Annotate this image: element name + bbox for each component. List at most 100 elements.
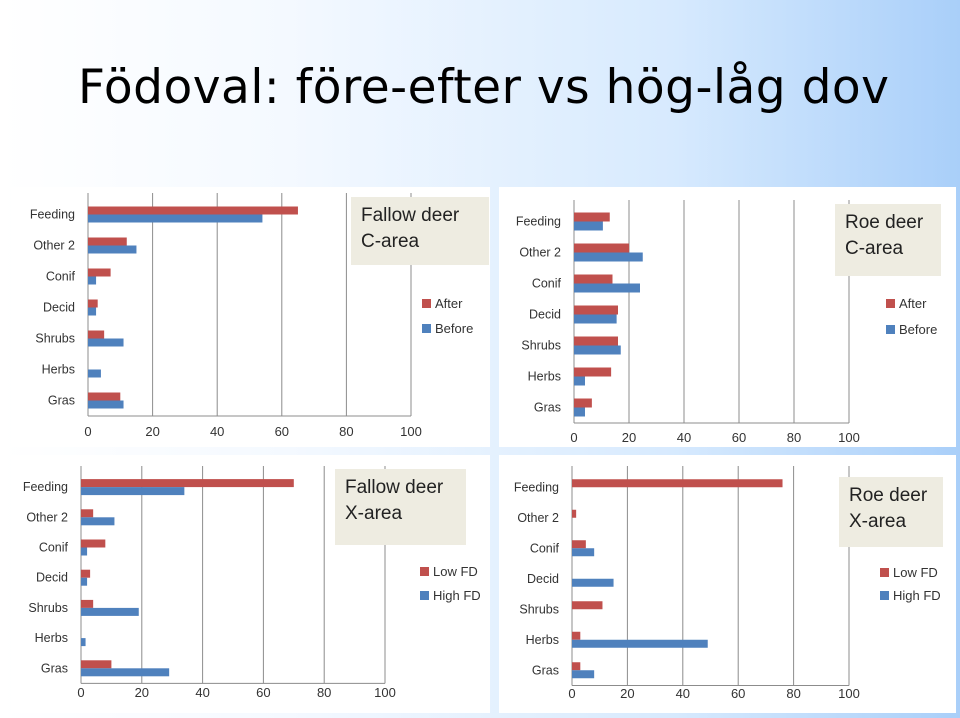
bar-high-fd-herbs: [572, 639, 708, 648]
chart-title-line: Fallow deer: [361, 205, 460, 226]
category-label-conif: Conif: [530, 541, 560, 555]
x-tick-label: 40: [676, 686, 690, 701]
bar-low-fd-herbs: [572, 631, 581, 640]
bar-before-shrubs: [88, 338, 124, 347]
category-label-decid: Decid: [43, 301, 75, 315]
category-label-shrubs: Shrubs: [519, 602, 559, 616]
chart-title-line: X-area: [345, 503, 402, 524]
bar-before-decid: [574, 314, 617, 324]
x-tick-label: 60: [256, 685, 270, 700]
bar-before-herbs: [88, 369, 101, 378]
legend-swatch-high-fd: [880, 591, 889, 600]
chart-title-line: C-area: [361, 231, 420, 252]
bar-before-feeding: [88, 214, 263, 223]
category-label-herbs: Herbs: [42, 363, 75, 377]
chart-title-line: Roe deer: [845, 212, 924, 233]
chart-title-box: [351, 197, 489, 265]
legend-swatch-before: [886, 325, 895, 334]
x-tick-label: 40: [210, 424, 224, 439]
bar-after-other-2: [88, 237, 127, 246]
bar-before-herbs: [574, 376, 585, 386]
category-label-decid: Decid: [36, 571, 68, 585]
category-label-shrubs: Shrubs: [521, 339, 561, 353]
chart-svg-fallow-x: 0 20 40 60 80 100 Feeding Other 2 Conif Decid Shru…: [23, 466, 481, 700]
category-label-feeding: Feeding: [30, 208, 75, 222]
bar-high-fd-conif: [572, 548, 595, 557]
x-tick-label: 20: [622, 430, 636, 445]
legend-label-before: Before: [899, 322, 937, 337]
x-tick-label: 100: [374, 685, 396, 700]
chart-svg-roe-c: 0 20 40 60 80 100 Feeding Other 2 Conif Decid Shru…: [516, 200, 941, 445]
bar-before-gras: [88, 400, 124, 409]
chart-panel-fallow-x: 0 20 40 60 80 100 Feeding Other 2 Conif Decid Shru…: [11, 455, 490, 713]
bar-low-fd-other-2: [81, 509, 94, 518]
x-tick-label: 60: [731, 686, 745, 701]
bar-before-other-2: [574, 252, 643, 262]
bar-after-other-2: [574, 243, 629, 253]
bar-after-herbs: [574, 367, 612, 377]
bar-after-shrubs: [574, 336, 618, 346]
chart-svg-fallow-c: 0 20 40 60 80 100 Feeding Other 2 Conif Decid Shru…: [30, 193, 489, 439]
bar-after-conif: [88, 268, 111, 277]
bar-high-fd-gras: [572, 670, 595, 679]
chart-panel-fallow-c: 0 20 40 60 80 100 Feeding Other 2 Conif Decid Shru…: [11, 187, 490, 447]
x-tick-label: 60: [275, 424, 289, 439]
bar-low-fd-gras: [81, 660, 112, 669]
bar-low-fd-other-2: [572, 509, 577, 518]
category-label-herbs: Herbs: [528, 370, 561, 384]
bar-high-fd-feeding: [81, 487, 185, 496]
bar-low-fd-feeding: [572, 479, 783, 488]
legend-label-low-fd: Low FD: [893, 565, 938, 580]
x-tick-label: 100: [838, 430, 860, 445]
bar-low-fd-gras: [572, 662, 581, 671]
bar-after-feeding: [88, 206, 298, 215]
legend-label-after: After: [435, 296, 463, 311]
x-tick-label: 100: [838, 686, 860, 701]
x-tick-label: 80: [786, 686, 800, 701]
x-tick-label: 40: [677, 430, 691, 445]
bar-after-shrubs: [88, 330, 105, 339]
legend-swatch-low-fd: [420, 567, 429, 576]
x-tick-label: 80: [787, 430, 801, 445]
legend-swatch-after: [886, 299, 895, 308]
legend-swatch-before: [422, 324, 431, 333]
bar-low-fd-feeding: [81, 479, 294, 488]
bar-before-other-2: [88, 245, 137, 254]
chart-title-box: [839, 477, 943, 547]
category-label-herbs: Herbs: [35, 631, 68, 645]
chart-panel-roe-x: 0 20 40 60 80 100 Feeding Other 2 Conif Decid Shru…: [499, 455, 956, 713]
x-tick-label: 20: [620, 686, 634, 701]
chart-title-line: Fallow deer: [345, 477, 444, 498]
category-label-other-2: Other 2: [26, 510, 68, 524]
category-label-herbs: Herbs: [526, 633, 559, 647]
chart-svg-roe-x: 0 20 40 60 80 100 Feeding Other 2 Conif Decid Shru…: [514, 466, 943, 701]
legend-swatch-high-fd: [420, 591, 429, 600]
category-label-conif: Conif: [39, 541, 69, 555]
bar-before-gras: [574, 407, 585, 417]
chart-title-box: [335, 469, 466, 545]
x-tick-label: 80: [317, 685, 331, 700]
category-label-shrubs: Shrubs: [28, 601, 68, 615]
category-label-decid: Decid: [529, 308, 561, 322]
category-label-decid: Decid: [527, 572, 559, 586]
legend-swatch-low-fd: [880, 568, 889, 577]
bar-high-fd-conif: [81, 547, 88, 556]
bar-after-gras: [88, 392, 121, 401]
category-label-feeding: Feeding: [514, 480, 559, 494]
x-tick-label: 80: [339, 424, 353, 439]
category-label-conif: Conif: [46, 270, 76, 284]
bar-after-decid: [88, 299, 98, 308]
category-label-feeding: Feeding: [516, 215, 561, 229]
legend-label-after: After: [899, 296, 927, 311]
bar-low-fd-conif: [81, 539, 106, 548]
slide-title: Födoval: före-efter vs hög-låg dov: [78, 60, 890, 115]
bar-high-fd-other-2: [81, 517, 115, 526]
x-tick-label: 0: [568, 686, 575, 701]
bar-low-fd-decid: [81, 569, 91, 578]
x-tick-label: 40: [195, 685, 209, 700]
category-label-shrubs: Shrubs: [35, 332, 75, 346]
legend-label-low-fd: Low FD: [433, 564, 478, 579]
legend-label-high-fd: High FD: [893, 588, 941, 603]
bar-high-fd-herbs: [81, 638, 86, 647]
bar-low-fd-conif: [572, 540, 586, 549]
